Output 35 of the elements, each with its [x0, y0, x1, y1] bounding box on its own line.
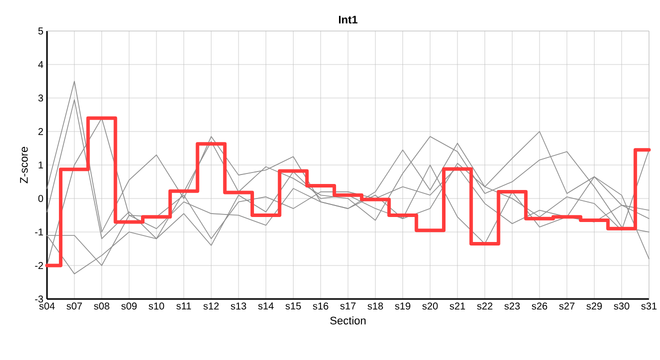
- x-tick-label: s29: [586, 302, 602, 310]
- y-axis-title: Z-score: [20, 146, 28, 184]
- x-tick-label: s07: [66, 302, 82, 310]
- x-tick-label: s11: [176, 302, 192, 310]
- x-tick-label: s20: [422, 302, 438, 310]
- x-tick-label: s14: [258, 302, 274, 310]
- chart-title: Int1: [338, 16, 358, 24]
- y-tick-label: -3: [35, 295, 44, 303]
- y-tick-label: 0: [38, 194, 44, 202]
- x-tick-label: s12: [203, 302, 219, 310]
- y-tick-label: 5: [38, 28, 44, 34]
- x-tick-label: s09: [121, 302, 137, 310]
- x-tick-label: s13: [230, 302, 246, 310]
- x-tick-label: s26: [532, 302, 548, 310]
- x-tick-label: s10: [148, 302, 164, 310]
- x-tick-label: s08: [94, 302, 110, 310]
- y-tick-label: 4: [38, 61, 44, 68]
- y-tick-label: 2: [38, 128, 43, 135]
- x-tick-label: s31: [641, 302, 657, 310]
- x-tick-label: s22: [477, 302, 492, 310]
- y-tick-label: -1: [35, 228, 44, 236]
- x-tick-label: s27: [559, 302, 574, 310]
- x-tick-label: s16: [312, 302, 328, 310]
- x-tick-label: s30: [614, 302, 630, 310]
- x-tick-label: s21: [450, 302, 466, 310]
- y-tick-label: -2: [35, 262, 43, 269]
- x-tick-label: s23: [504, 302, 520, 310]
- x-axis-title: Section: [330, 316, 366, 324]
- x-tick-label: s17: [340, 302, 356, 310]
- x-tick-label: s19: [394, 302, 410, 310]
- x-tick-label: s18: [368, 302, 383, 310]
- x-tick-label: s04: [39, 302, 55, 310]
- x-tick-label: s15: [286, 302, 301, 310]
- y-tick-label: 1: [38, 162, 43, 168]
- y-tick-label: 3: [38, 94, 44, 102]
